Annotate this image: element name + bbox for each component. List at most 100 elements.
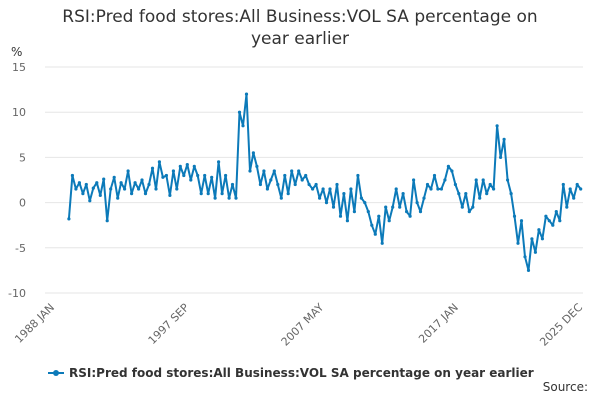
data-point[interactable]: [116, 196, 120, 200]
data-point[interactable]: [77, 181, 81, 185]
data-point[interactable]: [227, 196, 231, 200]
data-point[interactable]: [262, 169, 266, 173]
data-point[interactable]: [391, 205, 395, 209]
legend[interactable]: RSI:Pred food stores:All Business:VOL SA…: [48, 365, 534, 381]
data-point[interactable]: [147, 182, 151, 187]
data-point[interactable]: [352, 210, 356, 214]
data-point[interactable]: [530, 237, 534, 241]
data-point[interactable]: [241, 124, 245, 128]
data-point[interactable]: [412, 178, 416, 182]
data-point[interactable]: [509, 192, 513, 196]
data-point[interactable]: [314, 182, 318, 187]
data-point[interactable]: [234, 196, 238, 200]
data-point[interactable]: [425, 182, 430, 187]
data-point[interactable]: [185, 163, 189, 167]
data-point[interactable]: [297, 169, 301, 173]
data-point[interactable]: [544, 214, 548, 218]
data-point[interactable]: [579, 187, 583, 191]
data-point[interactable]: [572, 196, 576, 200]
data-point[interactable]: [373, 232, 377, 236]
data-point[interactable]: [547, 219, 551, 223]
data-point[interactable]: [189, 178, 193, 182]
data-point[interactable]: [366, 210, 370, 214]
data-point[interactable]: [436, 187, 440, 191]
data-point[interactable]: [418, 210, 423, 214]
data-point[interactable]: [220, 192, 224, 196]
data-point[interactable]: [157, 160, 161, 164]
data-point[interactable]: [192, 164, 196, 168]
data-point[interactable]: [443, 178, 447, 182]
data-point[interactable]: [387, 219, 391, 223]
data-point[interactable]: [478, 196, 482, 200]
data-point[interactable]: [105, 219, 109, 223]
data-point[interactable]: [565, 205, 569, 209]
data-point[interactable]: [450, 169, 454, 173]
data-point[interactable]: [516, 241, 520, 245]
data-point[interactable]: [143, 192, 148, 196]
data-point[interactable]: [554, 210, 558, 214]
data-point[interactable]: [492, 187, 496, 191]
data-point[interactable]: [150, 166, 155, 170]
data-point[interactable]: [213, 196, 217, 200]
data-point[interactable]: [300, 178, 304, 182]
data-point[interactable]: [81, 192, 85, 196]
data-point[interactable]: [464, 192, 468, 196]
data-point[interactable]: [380, 241, 384, 245]
data-point[interactable]: [460, 205, 464, 209]
data-point[interactable]: [523, 255, 527, 259]
data-point[interactable]: [446, 164, 450, 168]
data-point[interactable]: [102, 177, 106, 181]
data-point[interactable]: [171, 169, 175, 173]
data-point[interactable]: [519, 219, 524, 223]
data-point[interactable]: [311, 187, 315, 191]
data-point[interactable]: [495, 124, 499, 128]
data-point[interactable]: [499, 155, 503, 159]
data-point[interactable]: [88, 199, 92, 203]
data-point[interactable]: [488, 182, 492, 187]
data-point[interactable]: [356, 173, 360, 178]
data-point[interactable]: [210, 175, 214, 179]
data-point[interactable]: [248, 169, 252, 173]
data-point[interactable]: [335, 182, 339, 187]
data-point[interactable]: [244, 92, 249, 96]
data-point[interactable]: [67, 217, 71, 221]
data-point[interactable]: [432, 173, 437, 178]
data-point[interactable]: [481, 178, 485, 182]
data-point[interactable]: [575, 182, 579, 187]
data-point[interactable]: [70, 173, 74, 178]
data-point[interactable]: [230, 182, 235, 187]
data-point[interactable]: [126, 169, 130, 173]
data-point[interactable]: [175, 187, 179, 191]
data-point[interactable]: [533, 250, 538, 254]
data-point[interactable]: [279, 196, 283, 200]
data-point[interactable]: [429, 187, 433, 191]
data-point[interactable]: [109, 187, 113, 191]
data-point[interactable]: [258, 182, 262, 187]
data-point[interactable]: [558, 219, 562, 223]
data-point[interactable]: [224, 173, 228, 178]
data-point[interactable]: [485, 192, 489, 196]
data-point[interactable]: [401, 192, 405, 196]
data-point[interactable]: [182, 173, 186, 178]
data-point[interactable]: [98, 193, 102, 197]
data-point[interactable]: [199, 192, 203, 196]
data-point[interactable]: [422, 196, 426, 200]
data-point[interactable]: [276, 182, 280, 187]
data-point[interactable]: [272, 169, 276, 173]
data-point[interactable]: [84, 182, 88, 187]
data-point[interactable]: [237, 110, 242, 114]
data-point[interactable]: [251, 151, 255, 155]
data-point[interactable]: [394, 187, 398, 191]
data-point[interactable]: [384, 205, 388, 209]
data-point[interactable]: [203, 173, 207, 178]
data-point[interactable]: [137, 187, 141, 191]
data-point[interactable]: [112, 175, 116, 179]
data-point[interactable]: [537, 228, 541, 232]
data-point[interactable]: [255, 164, 259, 168]
data-point[interactable]: [370, 223, 374, 227]
data-point[interactable]: [168, 193, 172, 197]
data-point[interactable]: [540, 237, 545, 241]
data-point[interactable]: [164, 173, 168, 178]
data-point[interactable]: [161, 175, 165, 179]
data-point[interactable]: [130, 192, 134, 196]
